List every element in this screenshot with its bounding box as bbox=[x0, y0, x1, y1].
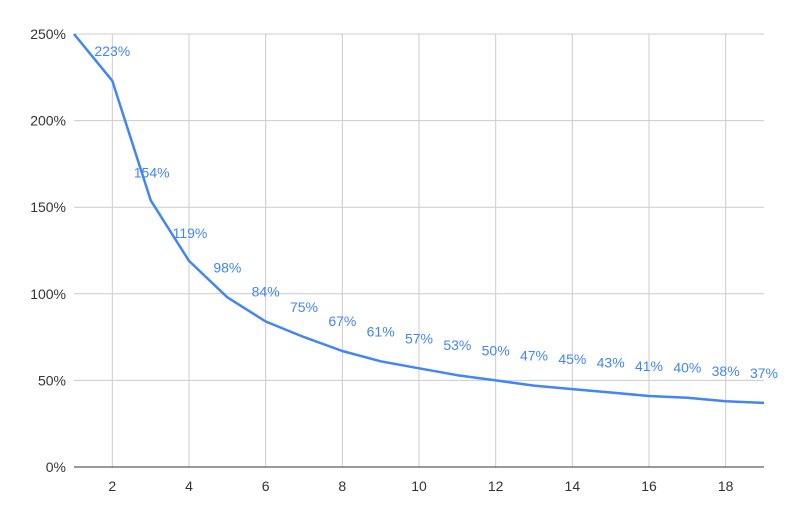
y-tick-label: 200% bbox=[30, 113, 66, 129]
grid bbox=[74, 33, 764, 468]
x-tick-label: 12 bbox=[488, 478, 504, 494]
series-line bbox=[73, 33, 765, 405]
x-tick-label: 4 bbox=[185, 478, 193, 494]
data-label: 37% bbox=[750, 365, 778, 381]
y-tick-label: 100% bbox=[30, 286, 66, 302]
data-label: 47% bbox=[520, 348, 548, 364]
x-tick-label: 18 bbox=[718, 478, 734, 494]
x-tick-label: 16 bbox=[641, 478, 657, 494]
data-label: 67% bbox=[328, 313, 356, 329]
y-tick-label: 150% bbox=[30, 199, 66, 215]
x-tick-label: 2 bbox=[108, 478, 116, 494]
data-label: 45% bbox=[558, 351, 586, 367]
data-label: 98% bbox=[213, 259, 241, 275]
y-axis-ticks: 0% 50% 100% 150% 200% 250% bbox=[30, 26, 66, 475]
series-group bbox=[73, 33, 765, 405]
y-tick-label: 250% bbox=[30, 26, 66, 42]
data-label: 119% bbox=[173, 225, 208, 241]
data-label: 38% bbox=[712, 363, 740, 379]
data-label: 40% bbox=[673, 360, 701, 376]
x-tick-label: 10 bbox=[411, 478, 427, 494]
x-tick-label: 14 bbox=[565, 478, 581, 494]
data-label: 57% bbox=[405, 330, 433, 346]
data-label: 50% bbox=[482, 342, 510, 358]
data-label: 43% bbox=[597, 355, 625, 371]
x-tick-label: 8 bbox=[338, 478, 346, 494]
data-label: 154% bbox=[134, 164, 170, 180]
data-label: 41% bbox=[635, 358, 663, 374]
data-label: 84% bbox=[252, 284, 280, 300]
data-label: 75% bbox=[290, 299, 318, 315]
data-label: 61% bbox=[367, 323, 395, 339]
data-labels: 223% 154% 119% 98% 84% 75% 67% 61% 57% 53% 50% 47% 4… bbox=[94, 43, 778, 381]
y-tick-label: 50% bbox=[38, 372, 66, 388]
y-tick-label: 0% bbox=[46, 459, 66, 475]
data-label: 223% bbox=[94, 43, 130, 59]
x-tick-label: 6 bbox=[262, 478, 270, 494]
data-label: 53% bbox=[443, 337, 471, 353]
x-axis-ticks: 2 4 6 8 10 12 14 16 18 bbox=[108, 478, 733, 494]
